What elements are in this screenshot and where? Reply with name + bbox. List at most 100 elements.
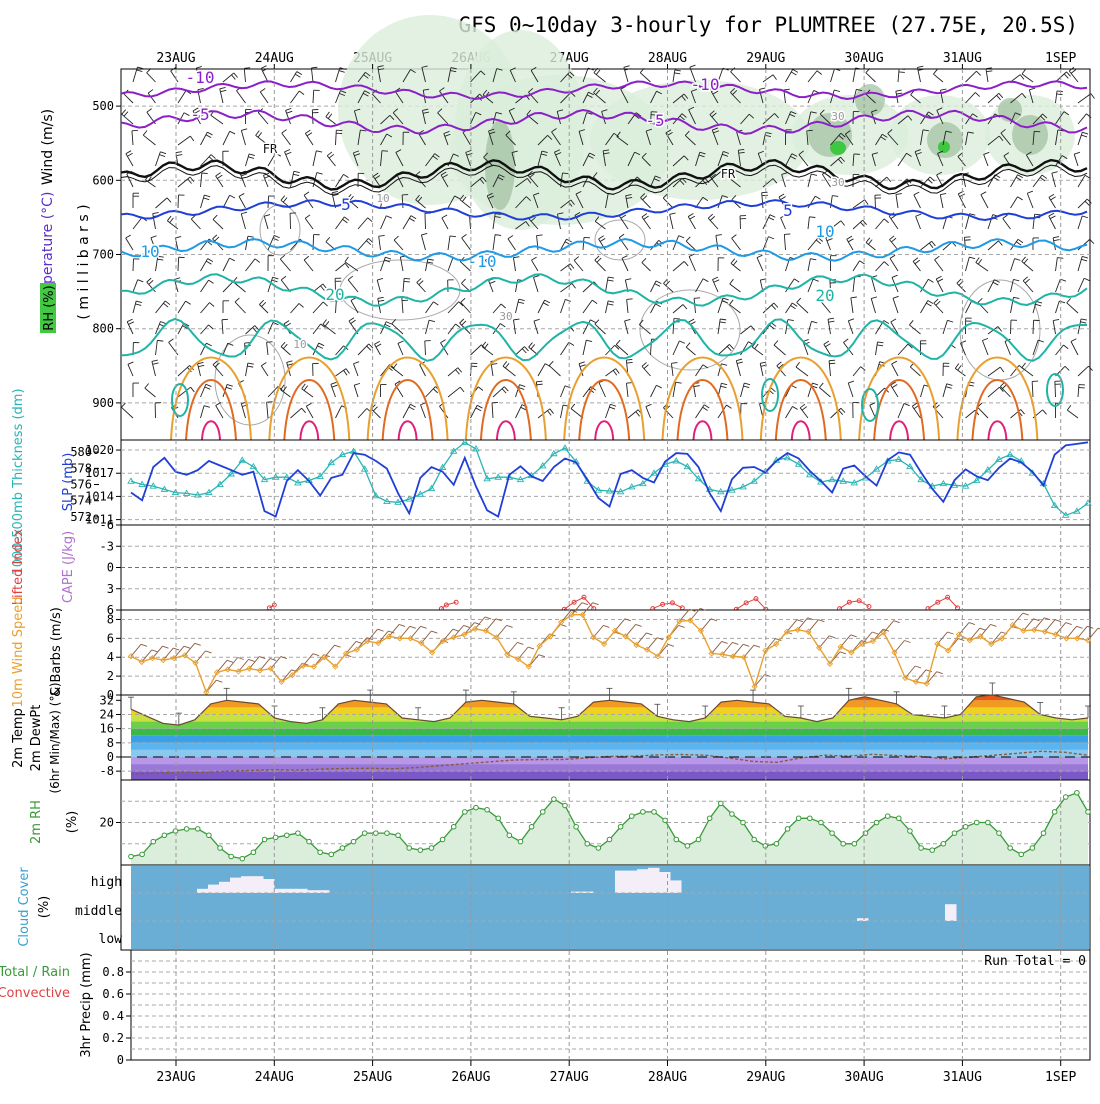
rh-marker [908, 829, 913, 834]
ytick-label: -8 [100, 764, 114, 778]
cloud-level-middle: middle [75, 904, 122, 919]
cloud-cover-panel: high middle low Cloud Cover (%) [17, 865, 1100, 950]
wind-barb-flag [382, 151, 388, 152]
rh-marker [785, 827, 790, 832]
ytick-label: 8 [107, 612, 114, 626]
ylabel-temp2m-2: 2m DewPt [29, 705, 44, 772]
cloud-high-block [296, 889, 308, 893]
bottom-date-label: 23AUG [156, 1070, 195, 1085]
rh-marker [396, 833, 401, 838]
rh-marker [507, 833, 512, 838]
rh-marker [763, 844, 768, 849]
rh-marker [351, 839, 356, 844]
ylabel-slp: SLP (mb) [61, 453, 76, 512]
rh-marker [919, 846, 924, 851]
rh-marker [1063, 795, 1068, 800]
rh-marker [674, 837, 679, 842]
rh-marker [429, 846, 434, 851]
rh-marker [1041, 831, 1046, 836]
wind-barb-flag [690, 65, 696, 67]
top-date-label: 1SEP [1045, 51, 1076, 66]
ylabel-precip-3: 3hr Precip (mm) [79, 952, 94, 1057]
contour-label: 10 [376, 192, 389, 205]
rh-marker [262, 837, 267, 842]
bottom-date-label: 29AUG [746, 1070, 785, 1085]
rh-marker [240, 856, 245, 861]
bottom-date-label: 28AUG [648, 1070, 687, 1085]
ytick-label: 0 [117, 1053, 124, 1067]
cloud-level-high: high [91, 875, 122, 890]
ytick-label: 1014 [85, 489, 114, 503]
wind-barb-flag [244, 68, 250, 69]
rh-marker [1075, 790, 1080, 795]
cloud-mid-block [945, 904, 957, 921]
wind-barb [1055, 381, 1056, 397]
rh-marker [340, 846, 345, 851]
ytick-label: -3 [100, 539, 114, 553]
wind-barb-flag [202, 173, 208, 174]
rh-marker [607, 837, 612, 842]
rh-marker [129, 854, 134, 859]
rh-shade [590, 80, 810, 200]
top-date-label: 31AUG [943, 51, 982, 66]
ylabel-rh2m: 2m RH [29, 800, 44, 844]
ytick-label: 6 [107, 631, 114, 645]
rh-marker [696, 837, 701, 842]
rh-marker [974, 820, 979, 825]
wind-barb-flag [624, 66, 630, 68]
contour-label: 5 [783, 201, 793, 220]
ytick-label: -6 [100, 518, 114, 532]
ytick-label: 24 [100, 707, 114, 721]
ytick-label: 800 [92, 322, 114, 336]
wind-barb-flag [536, 381, 542, 382]
rh-marker [440, 837, 445, 842]
ytick-label: 1017 [85, 466, 114, 480]
contour-label: -10 [691, 75, 720, 94]
wind-barb-flag [261, 66, 266, 69]
wind-barb-flag [627, 299, 633, 300]
wind-barb-flag [627, 362, 633, 363]
wind-barb-flag [311, 67, 317, 68]
top-date-label: 24AUG [255, 51, 294, 66]
contour-label: -10 [468, 252, 497, 271]
rh-marker [963, 824, 968, 829]
ytick-label: 32 [100, 693, 114, 707]
cloud-high-block [263, 879, 275, 893]
rh-marker [1086, 810, 1091, 815]
rh-marker [184, 827, 189, 832]
rh-marker [986, 820, 991, 825]
cloud-high-block [208, 885, 220, 893]
wind-barb [1033, 320, 1034, 334]
ytick-label: 3 [107, 582, 114, 596]
cloud-high-block [659, 872, 671, 893]
rh-marker [385, 831, 390, 836]
rh-marker [307, 839, 312, 844]
rh-marker [718, 801, 723, 806]
cloud-high-block [274, 889, 286, 893]
rh-marker [741, 820, 746, 825]
rh-marker [329, 852, 334, 857]
ylabel-lifted: Lifted Index [11, 528, 26, 605]
rh-marker [1030, 846, 1035, 851]
top-date-label: 23AUG [156, 51, 195, 66]
wind-barb-flag [762, 195, 768, 196]
ytick-label: 500 [92, 99, 114, 113]
contour-label: 10 [815, 222, 834, 241]
rh-marker [585, 841, 590, 846]
rh-marker [774, 841, 779, 846]
bottom-date-label: 26AUG [451, 1070, 490, 1085]
rh-marker [251, 850, 256, 855]
wind-panel-frame [121, 610, 1090, 695]
rh-marker [318, 850, 323, 855]
rh-marker [451, 824, 456, 829]
cloud-high-block [241, 876, 253, 893]
ytick-label: 0 [107, 750, 114, 764]
rh-marker [207, 833, 212, 838]
